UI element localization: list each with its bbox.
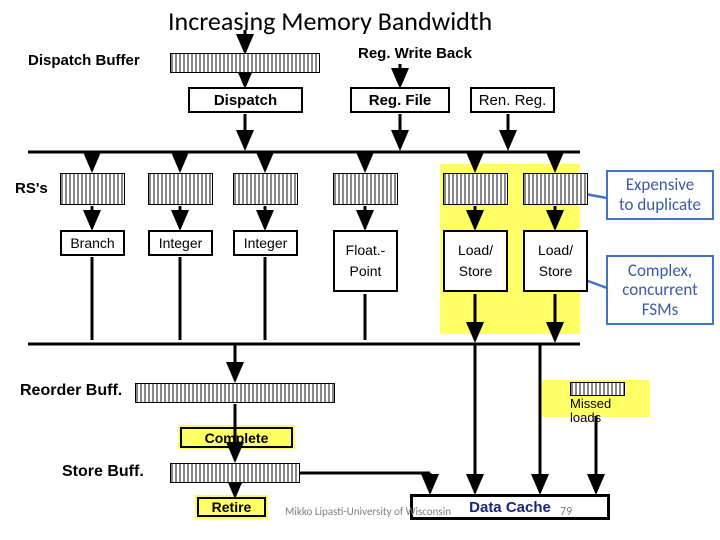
complete-text: Complete [205, 430, 269, 446]
float-point-box: Float.- Point [333, 230, 398, 292]
integer1-text: Integer [159, 235, 203, 251]
integer2-text: Integer [244, 235, 288, 251]
retire-text: Retire [212, 499, 252, 515]
data-cache-text: Data Cache [469, 499, 551, 516]
label-dispatch-buffer: Dispatch Buffer [28, 52, 140, 69]
rs-hatch-6 [523, 173, 588, 205]
retire-box: Retire [197, 497, 266, 517]
dispatch-box: Dispatch [188, 87, 303, 113]
ren-reg-box: Ren. Reg. [470, 87, 555, 113]
missed-loads-label: Missed loads [570, 397, 611, 424]
callout-complex: Complex, concurrent FSMs [606, 255, 714, 325]
ls2a-text: Load/ [538, 240, 573, 261]
ls1b-text: Store [459, 261, 492, 282]
rs-hatch-3 [233, 173, 298, 205]
label-reorder-buff: Reorder Buff. [20, 382, 122, 400]
rs-hatch-2 [148, 173, 213, 205]
load-store-box-2: Load/ Store [523, 230, 588, 292]
page-number: 79 [560, 505, 572, 519]
label-store-buff: Store Buff. [62, 463, 144, 481]
integer-box-1: Integer [148, 230, 213, 256]
ls1a-text: Load/ [458, 240, 493, 261]
page-title: Increasing Memory Bandwidth [168, 5, 492, 37]
rs-hatch-1 [60, 173, 125, 205]
load-store-box-1: Load/ Store [443, 230, 508, 292]
label-rss: RS's [15, 180, 48, 197]
complete-box: Complete [180, 427, 293, 448]
store-buff-hatch [170, 463, 300, 483]
footer-text: Mikko Lipasti-University of Wisconsin [285, 505, 451, 518]
missed-hatch [570, 382, 625, 396]
branch-box: Branch [60, 230, 125, 256]
reg-file-box: Reg. File [350, 87, 450, 113]
integer-box-2: Integer [233, 230, 298, 256]
ren-reg-text: Ren. Reg. [479, 92, 547, 109]
fp2-text: Point [350, 261, 382, 282]
branch-text: Branch [70, 235, 114, 251]
rs-hatch-5 [443, 173, 508, 205]
callout-expensive: Expensive to duplicate [606, 170, 714, 220]
label-reg-write-back: Reg. Write Back [358, 45, 472, 62]
ls2b-text: Store [539, 261, 572, 282]
fp1-text: Float.- [346, 240, 386, 261]
rs-hatch-4 [333, 173, 398, 205]
reg-file-text: Reg. File [369, 92, 432, 109]
dispatch-buffer-hatch [170, 53, 320, 73]
reorder-hatch [135, 383, 335, 403]
dispatch-text: Dispatch [214, 92, 277, 109]
